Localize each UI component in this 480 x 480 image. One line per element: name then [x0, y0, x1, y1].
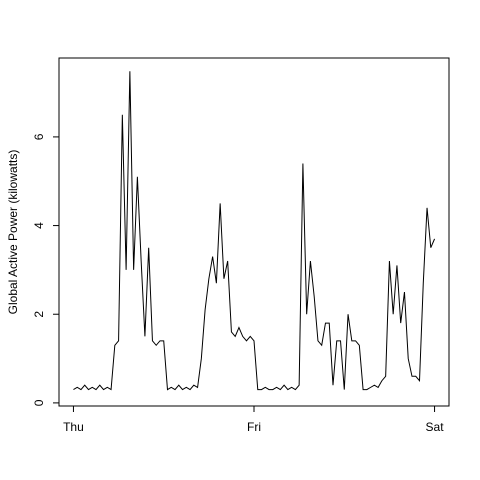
x-tick-label: Fri: [247, 420, 261, 434]
y-tick-label: 6: [32, 133, 46, 140]
y-tick-label: 2: [32, 311, 46, 318]
y-tick-label: 4: [32, 222, 46, 229]
y-axis-label: Global Active Power (kilowatts): [6, 150, 20, 315]
x-tick-label: Thu: [63, 420, 84, 434]
plot-box: [58, 57, 450, 407]
y-tick-label: 0: [32, 399, 46, 406]
line: [73, 71, 436, 391]
x-tick-label: Sat: [426, 420, 445, 434]
